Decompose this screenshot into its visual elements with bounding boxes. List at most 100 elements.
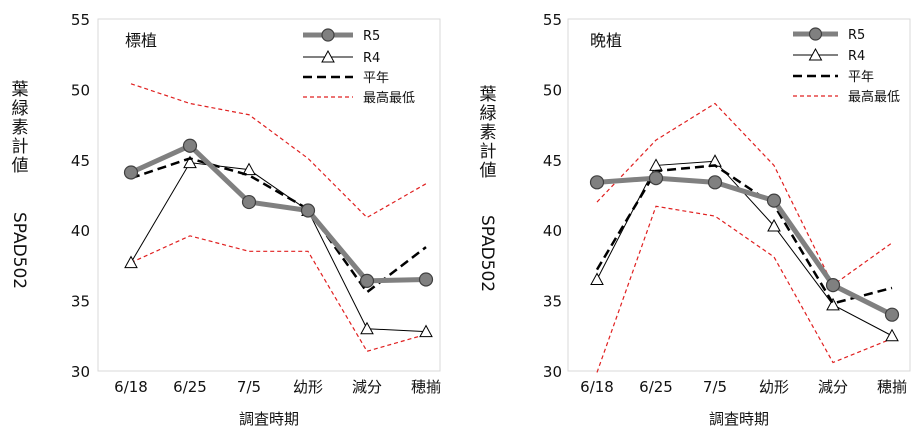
series-R5 — [123, 138, 434, 288]
legend-item-R4: R4 — [303, 49, 380, 66]
y-axis-title: 葉緑素計値 — [12, 80, 29, 176]
x-tick-label: 7/5 — [703, 378, 727, 396]
series-min-bound — [596, 205, 893, 373]
series-line — [130, 83, 427, 219]
y-tick-label: 30 — [71, 363, 90, 381]
data-point-circle — [766, 193, 782, 208]
x-tick-label: 6/25 — [173, 378, 207, 396]
legend-item-R5: R5 — [303, 28, 380, 44]
legend-item-平年: 平年 — [793, 70, 874, 85]
series-min-bound — [130, 235, 427, 352]
y-tick-label: 45 — [543, 152, 562, 170]
data-point-triangle — [885, 328, 899, 342]
series-line — [130, 235, 427, 352]
panel-label: 標植 — [125, 31, 157, 50]
y-axis-unit: SPAD502 — [9, 212, 29, 289]
series-R5 — [589, 171, 900, 322]
series-line — [130, 162, 427, 333]
legend-label: R5 — [848, 28, 865, 43]
legend-label: 最高最低 — [363, 90, 415, 106]
y-axis-unit: SPAD502 — [477, 215, 497, 292]
legend-marker-circle — [808, 27, 823, 41]
y-axis-title: 葉緑素計値 — [480, 85, 497, 181]
plot-frame — [567, 18, 911, 372]
y-tick-label: 35 — [71, 293, 90, 311]
legend-marker-triangle — [808, 47, 823, 61]
series-line — [596, 205, 893, 373]
legend-marker-circle — [321, 28, 335, 42]
legend-label: R4 — [363, 51, 380, 66]
data-point — [714, 216, 715, 217]
legend-label: R5 — [363, 29, 380, 44]
y-tick-label: 50 — [543, 81, 562, 99]
data-point-triangle — [826, 297, 840, 311]
series-最高最低 — [130, 83, 427, 219]
x-tick-label: 幼形 — [759, 378, 789, 396]
data-point-circle — [359, 273, 375, 288]
data-point-circle — [241, 194, 257, 210]
y-tick-label: 30 — [543, 363, 562, 381]
y-tick-label: 55 — [543, 11, 562, 29]
x-tick-label: 穂揃 — [877, 378, 907, 396]
x-tick-label: 減分 — [352, 378, 382, 396]
legend-label: 平年 — [363, 71, 389, 86]
series-最高最低 — [596, 102, 893, 287]
y-tick-label: 45 — [71, 152, 90, 170]
legend-item-R5: R5 — [793, 27, 865, 43]
data-point-circle — [123, 165, 139, 180]
data-point-triangle — [590, 272, 604, 285]
data-point — [891, 242, 892, 243]
panel-label: 晩植 — [590, 31, 622, 50]
data-point-circle — [182, 138, 198, 153]
x-tick-label: 幼形 — [293, 378, 323, 396]
x-axis-title: 調査時期 — [709, 410, 769, 428]
series-R4 — [590, 154, 899, 342]
data-point-circle — [884, 307, 900, 322]
y-tick-label: 50 — [71, 81, 90, 99]
x-tick-label: 6/18 — [114, 378, 148, 396]
series-平年 — [595, 164, 893, 305]
x-tick-label: 穂揃 — [411, 378, 441, 396]
data-point-circle — [589, 175, 605, 190]
data-point-circle — [418, 272, 434, 287]
x-tick-label: 6/18 — [580, 378, 614, 396]
data-point-triangle — [767, 218, 781, 232]
data-point-triangle — [183, 155, 197, 169]
series-line — [129, 142, 427, 284]
series-line — [596, 160, 893, 337]
data-point-triangle — [419, 324, 433, 338]
legend-item-平年: 平年 — [303, 71, 389, 86]
data-point-circle — [707, 175, 723, 190]
data-point-triangle — [360, 321, 374, 335]
x-tick-label: 減分 — [818, 378, 848, 396]
legend-label: R4 — [848, 49, 865, 64]
y-tick-label: 40 — [71, 222, 90, 240]
data-point-circle — [825, 278, 841, 293]
legend-item-最高最低: 最高最低 — [303, 90, 415, 106]
x-axis-title: 調査時期 — [239, 410, 299, 428]
data-point-triangle — [124, 255, 138, 269]
x-tick-label: 7/5 — [237, 378, 261, 396]
data-point-circle — [648, 171, 664, 186]
x-tick-label: 6/25 — [639, 378, 673, 396]
legend-label: 平年 — [848, 70, 874, 85]
data-point-circle — [300, 203, 316, 218]
series-平年 — [130, 157, 427, 294]
series-line — [596, 175, 894, 317]
legend-item-R4: R4 — [793, 47, 865, 64]
legend-item-最高最低: 最高最低 — [793, 89, 900, 105]
series-line — [595, 164, 893, 305]
y-tick-label: 40 — [543, 222, 562, 240]
series-line — [596, 102, 893, 287]
y-tick-label: 35 — [543, 293, 562, 311]
plot-frame — [97, 18, 441, 372]
series-R4 — [124, 155, 433, 338]
data-point — [366, 217, 367, 218]
legend-label: 最高最低 — [848, 89, 900, 105]
legend-marker-triangle — [321, 49, 335, 63]
